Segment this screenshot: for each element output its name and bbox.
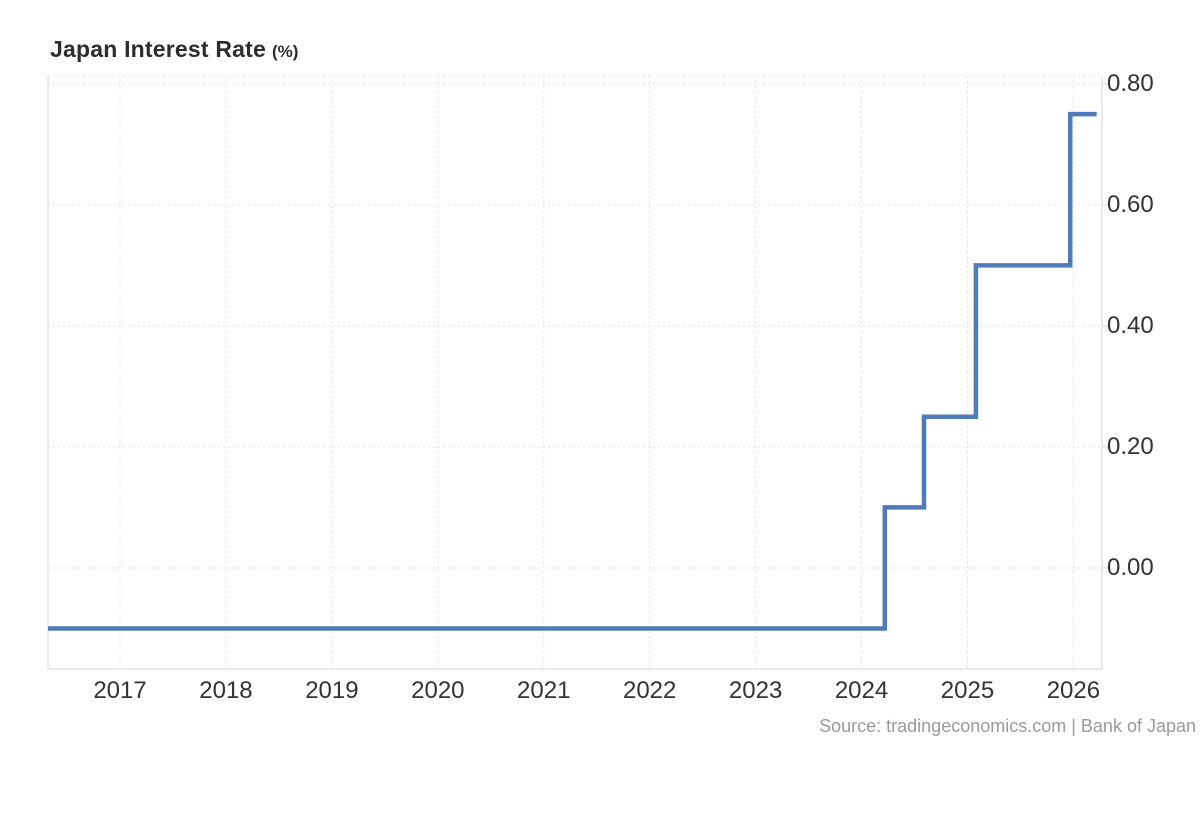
chart-title: Japan Interest Rate (%) [50,36,298,63]
y-axis-ticks [1102,83,1110,569]
h-gridlines [48,83,1102,569]
rate-step-line [48,111,1097,631]
v-gridlines [119,76,1074,669]
plot-border [47,75,1103,670]
chart-plot-area[interactable] [0,0,1200,760]
chart-title-text: Japan Interest Rate [50,36,266,62]
chart-title-unit: (%) [272,42,299,61]
source-attribution: Source: tradingeconomics.com | Bank of J… [819,716,1196,736]
